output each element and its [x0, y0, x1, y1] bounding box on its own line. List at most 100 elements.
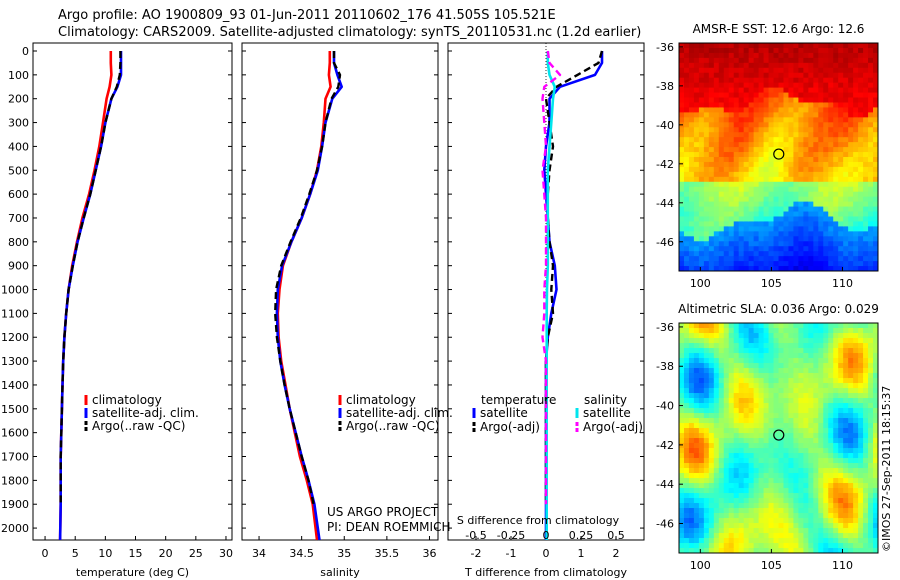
map-cell [793, 478, 799, 484]
map-cell [693, 211, 700, 218]
map-cell [679, 52, 685, 59]
map-cell [688, 403, 695, 409]
map-cell [763, 246, 770, 252]
map-cell [713, 47, 720, 54]
map-cell [788, 508, 795, 514]
map-cell [788, 383, 795, 389]
map-cell [858, 231, 864, 237]
map-cell [858, 493, 864, 499]
map-cell [718, 107, 725, 113]
map-cell [758, 373, 765, 379]
map-cell [818, 498, 824, 504]
map-cell [679, 353, 685, 359]
map-cell [818, 323, 824, 329]
map-cell [823, 393, 829, 399]
map-cell [708, 231, 715, 237]
map-cell [693, 428, 700, 434]
map-cell [853, 147, 859, 153]
map-cell [688, 102, 695, 109]
map-cell [843, 97, 849, 104]
map-cell [708, 443, 715, 449]
map-cell [863, 152, 869, 158]
map-cell [768, 166, 775, 173]
map-cell [778, 87, 785, 94]
map-cell [803, 43, 809, 49]
map-cell [848, 176, 854, 183]
map-cell [728, 363, 735, 369]
map-cell [793, 216, 799, 223]
map-cell [718, 443, 725, 449]
map-cell [833, 47, 839, 54]
map-cell [868, 176, 874, 183]
map-cell [828, 453, 834, 459]
map-cell [823, 348, 829, 354]
map-cell [698, 328, 705, 334]
map-cell [773, 473, 780, 479]
map-cell [818, 47, 824, 54]
map-cell [698, 251, 705, 257]
map-cell [733, 388, 740, 394]
map-cell [813, 236, 819, 242]
map-cell [803, 62, 809, 69]
map-cell [848, 181, 854, 188]
map-cell [708, 453, 715, 459]
map-cell [753, 97, 760, 104]
map-cell [738, 127, 745, 133]
map-cell [823, 503, 829, 509]
map-cell [738, 513, 745, 519]
map-cell [863, 77, 869, 84]
map-cell [698, 333, 705, 339]
map-cell [713, 493, 720, 499]
map-cell [823, 231, 829, 237]
map-cell [788, 241, 795, 247]
series-line-argo-raw-qc- [274, 51, 342, 505]
map-cell [843, 181, 849, 188]
map-cell [758, 393, 765, 399]
map-cell [798, 488, 804, 494]
map-cell [823, 251, 829, 257]
map-cell [838, 463, 844, 469]
map-cell [723, 528, 730, 534]
map-cell [793, 433, 799, 439]
map-cell [748, 206, 755, 213]
map-cell [733, 538, 740, 544]
map-cell [793, 328, 799, 334]
map-cell [703, 176, 710, 183]
map-cell [828, 82, 834, 89]
map-cell [753, 333, 760, 339]
map-cell [798, 137, 804, 143]
map-cell [828, 161, 834, 168]
salinity-diff-tick-label: 0 [543, 529, 550, 542]
map-cell [738, 142, 745, 148]
map-cell [768, 538, 775, 544]
map-cell [688, 418, 695, 424]
map-cell [718, 77, 725, 84]
map-cell [778, 107, 785, 113]
map-cell [873, 166, 878, 173]
map-cell [703, 57, 710, 64]
map-cell [818, 328, 824, 334]
map-cell [838, 226, 844, 232]
map-cell [778, 363, 785, 369]
map-cell [838, 82, 844, 89]
map-cell [748, 323, 755, 329]
map-cell [758, 428, 765, 434]
map-cell [868, 82, 874, 89]
map-cell [758, 102, 765, 109]
map-cell [833, 428, 839, 434]
map-cell [818, 373, 824, 379]
map-cell [843, 196, 849, 203]
map-cell [733, 47, 740, 54]
map-cell [723, 378, 730, 384]
map-cell [773, 176, 780, 183]
map-cell [783, 358, 790, 364]
map-cell [718, 498, 725, 504]
map-cell [758, 166, 765, 173]
diff-xlabel: T difference from climatology [464, 566, 627, 579]
map-cell [679, 72, 685, 79]
map-cell [768, 543, 775, 549]
map-cell [848, 333, 854, 339]
map-cell [733, 186, 740, 193]
map-cell [758, 206, 765, 213]
map-cell [853, 201, 859, 208]
